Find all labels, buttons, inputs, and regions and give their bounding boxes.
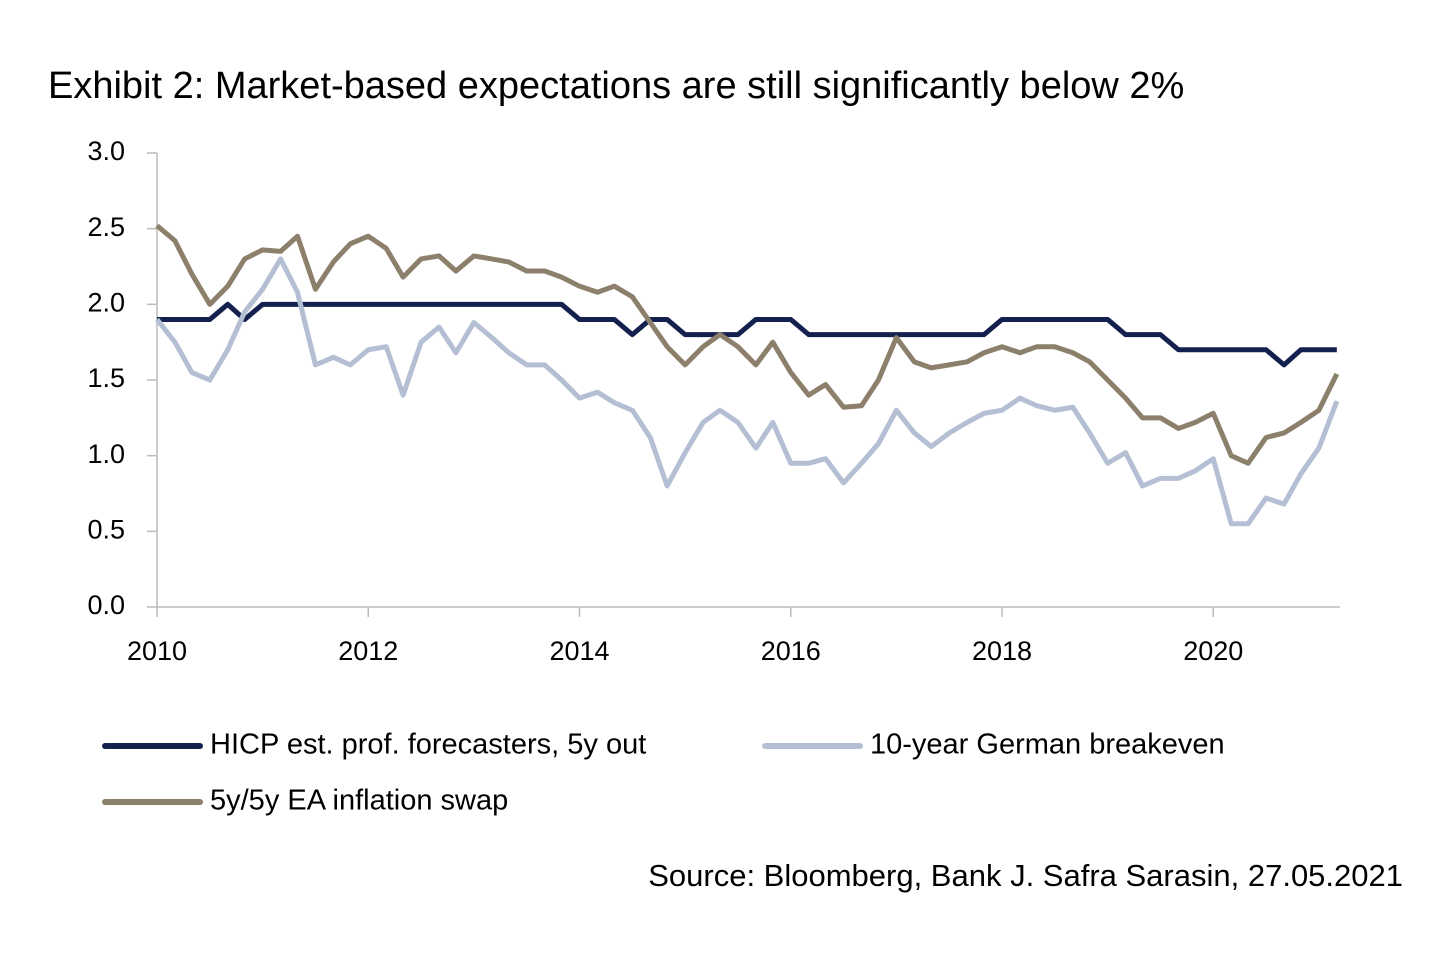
legend-label: 10-year German breakeven: [870, 729, 1225, 761]
legend-label: HICP est. prof. forecasters, 5y out: [210, 729, 646, 761]
y-tick-label: 0.0: [87, 590, 125, 620]
x-tick-label: 2010: [127, 636, 187, 666]
y-tick-label: 2.0: [87, 287, 125, 317]
y-tick-label: 3.0: [87, 136, 125, 166]
y-tick-label: 2.5: [87, 212, 125, 242]
y-tick-label: 0.5: [87, 514, 125, 544]
series-line: [157, 301, 1337, 368]
legend-label: 5y/5y EA inflation swap: [210, 785, 508, 817]
chart-title: Exhibit 2: Market-based expectations are…: [48, 65, 1184, 107]
x-tick-label: 2012: [338, 636, 398, 666]
y-tick-label: 1.0: [87, 439, 125, 469]
x-tick-label: 2020: [1183, 636, 1243, 666]
series-line: [155, 223, 1340, 466]
series-line: [155, 256, 1340, 527]
y-tick-label: 1.5: [87, 363, 125, 393]
source: Source: Bloomberg, Bank J. Safra Sarasin…: [648, 858, 1403, 893]
x-tick-label: 2014: [549, 636, 609, 666]
x-tick-label: 2018: [972, 636, 1032, 666]
x-tick-label: 2016: [761, 636, 821, 666]
